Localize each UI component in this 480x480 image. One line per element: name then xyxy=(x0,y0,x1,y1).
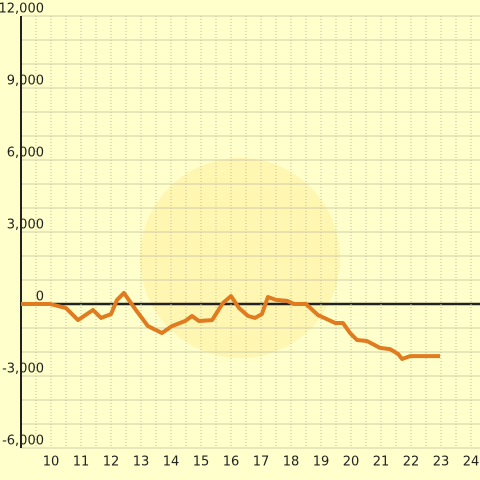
x-tick-label: 11 xyxy=(73,455,90,470)
y-tick-label: -3,000 xyxy=(2,362,44,377)
x-tick-label: 22 xyxy=(403,455,420,470)
y-tick-label: 12,000 xyxy=(0,2,44,17)
y-tick-label: 0 xyxy=(36,290,44,305)
x-tick-label: 16 xyxy=(223,455,240,470)
x-tick-label: 21 xyxy=(373,455,390,470)
y-tick-label: 9,000 xyxy=(7,74,44,89)
x-tick-label: 23 xyxy=(433,455,450,470)
x-tick-label: 19 xyxy=(313,455,330,470)
x-tick-label: 18 xyxy=(283,455,300,470)
x-tick-label: 14 xyxy=(163,455,180,470)
x-tick-label: 15 xyxy=(193,455,210,470)
x-tick-label: 20 xyxy=(343,455,360,470)
x-tick-label: 12 xyxy=(103,455,120,470)
y-tick-label: 3,000 xyxy=(7,218,44,233)
y-tick-label: 6,000 xyxy=(7,146,44,161)
x-tick-label: 24 xyxy=(463,455,480,470)
y-tick-label: -6,000 xyxy=(2,434,44,449)
x-tick-label: 17 xyxy=(253,455,270,470)
line xyxy=(21,290,441,361)
x-tick-label: 10 xyxy=(43,455,60,470)
x-tick-label: 13 xyxy=(133,455,150,470)
